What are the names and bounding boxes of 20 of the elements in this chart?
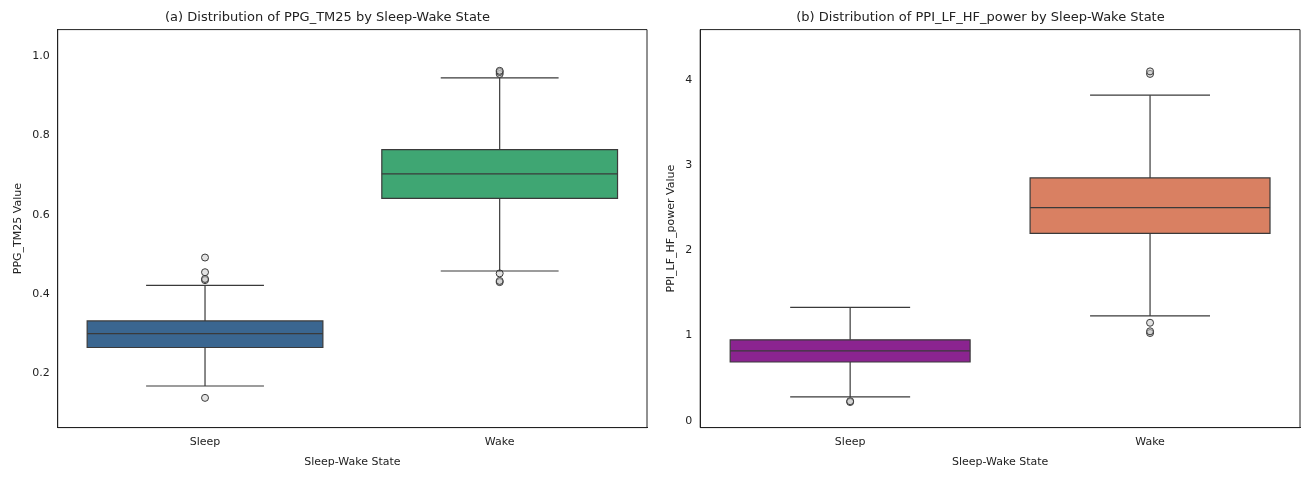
y-axis-title: PPG_TM25 Value	[11, 182, 25, 275]
y-tick-label: 0.2	[32, 366, 50, 380]
x-axis-title: Sleep-Wake State	[304, 455, 401, 469]
x-axis-title: Sleep-Wake State	[951, 455, 1049, 469]
x-tick-label: Wake	[484, 435, 515, 449]
chart-title: (b) Distribution of PPI_LF_HF_power by Sleep-Wake State	[796, 9, 1165, 25]
chart-title: (a) Distribution of PPG_TM25 by Sleep-Wake State	[165, 9, 490, 25]
y-axis-title: PPI_LF_HF_power Value	[664, 164, 678, 293]
y-tick-label: 0	[685, 413, 693, 427]
y-tick-label: 2	[685, 243, 693, 257]
y-tick-label: 0.8	[32, 128, 50, 142]
y-tick-label: 4	[685, 72, 693, 86]
x-tick-label: Wake	[1135, 435, 1166, 449]
y-tick-label: 3	[685, 157, 693, 171]
y-tick-label: 0.4	[32, 286, 50, 300]
x-tick-label: Sleep	[834, 435, 866, 449]
y-tick-label: 0.6	[32, 207, 50, 221]
x-tick-label: Sleep	[189, 435, 221, 449]
y-tick-label: 1	[685, 328, 693, 342]
y-tick-label: 1.0	[32, 49, 50, 63]
